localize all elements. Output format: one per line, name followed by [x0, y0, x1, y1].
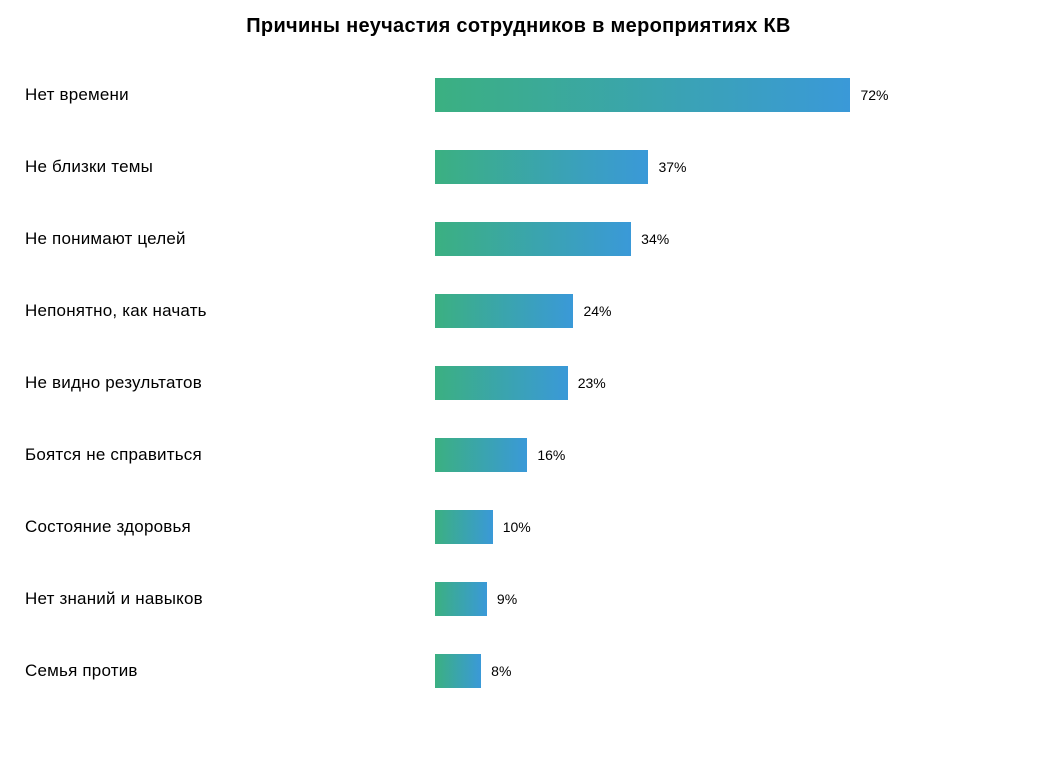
bar-label: Не понимают целей [25, 229, 435, 249]
bar-track: 16% [435, 438, 1012, 472]
bar-row: Боятся не справиться 16% [25, 438, 1012, 472]
bar-fill [435, 654, 481, 688]
bar-track: 10% [435, 510, 1012, 544]
bar-row: Состояние здоровья 10% [25, 510, 1012, 544]
bar-label: Состояние здоровья [25, 517, 435, 537]
bar-fill [435, 222, 631, 256]
bar-row: Не видно результатов 23% [25, 366, 1012, 400]
bar-value: 72% [860, 87, 888, 103]
bar-label: Семья против [25, 661, 435, 681]
bar-label: Боятся не справиться [25, 445, 435, 465]
bar-value: 34% [641, 231, 669, 247]
bar-track: 72% [435, 78, 1012, 112]
bar-label: Нет знаний и навыков [25, 589, 435, 609]
bar-value: 37% [658, 159, 686, 175]
bar-row: Не понимают целей 34% [25, 222, 1012, 256]
bar-fill [435, 294, 573, 328]
bar-label: Не видно результатов [25, 373, 435, 393]
bar-value: 24% [583, 303, 611, 319]
bar-value: 10% [503, 519, 531, 535]
chart-body: Нет времени 72% Не близки темы 37% Не понима… [25, 68, 1012, 688]
bar-track: 34% [435, 222, 1012, 256]
bar-track: 8% [435, 654, 1012, 688]
bar-value: 9% [497, 591, 517, 607]
bar-label: Непонятно, как начать [25, 301, 435, 321]
bar-track: 24% [435, 294, 1012, 328]
bar-fill [435, 510, 493, 544]
bar-fill [435, 438, 527, 472]
bar-row: Непонятно, как начать 24% [25, 294, 1012, 328]
bar-value: 16% [537, 447, 565, 463]
bar-fill [435, 366, 568, 400]
bar-row: Не близки темы 37% [25, 150, 1012, 184]
bar-row: Нет знаний и навыков 9% [25, 582, 1012, 616]
bar-fill [435, 78, 850, 112]
chart-title: Причины неучастия сотрудников в мероприя… [25, 15, 1012, 38]
bar-label: Нет времени [25, 85, 435, 105]
bar-value: 8% [491, 663, 511, 679]
bar-track: 23% [435, 366, 1012, 400]
bar-row: Семья против 8% [25, 654, 1012, 688]
bar-fill [435, 582, 487, 616]
bar-label: Не близки темы [25, 157, 435, 177]
bar-track: 37% [435, 150, 1012, 184]
bar-fill [435, 150, 648, 184]
bar-track: 9% [435, 582, 1012, 616]
bar-row: Нет времени 72% [25, 78, 1012, 112]
bar-value: 23% [578, 375, 606, 391]
